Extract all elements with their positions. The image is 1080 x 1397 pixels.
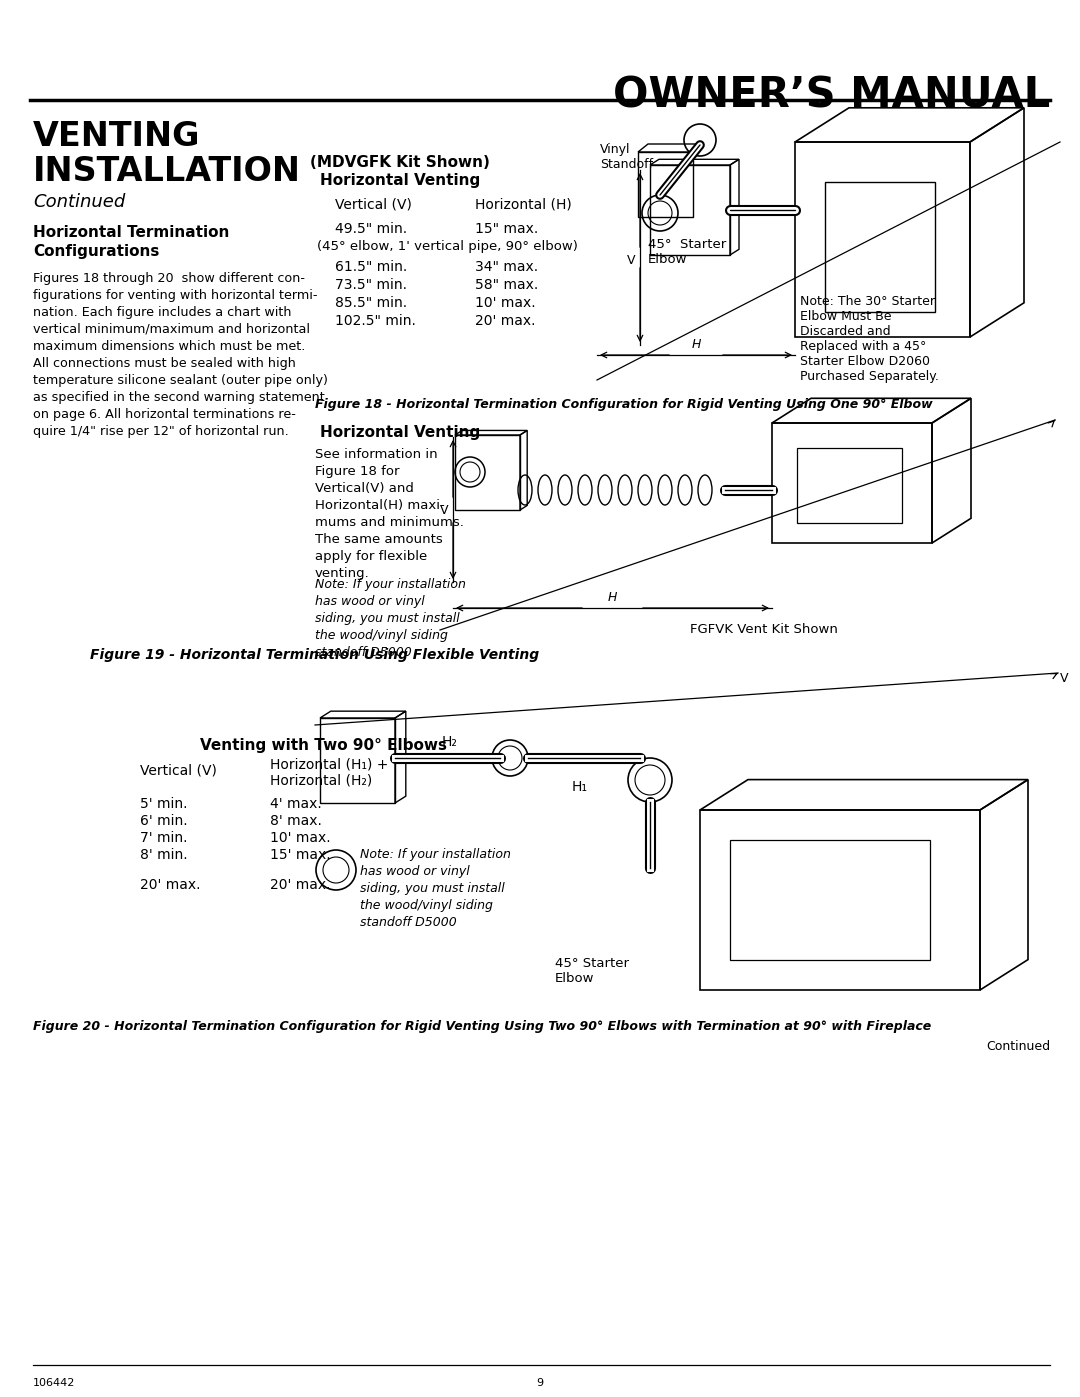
- Text: 45° Starter
Elbow: 45° Starter Elbow: [555, 957, 629, 985]
- Text: 20' max.: 20' max.: [475, 314, 536, 328]
- Text: Continued: Continued: [986, 1039, 1050, 1053]
- Text: 20' max.: 20' max.: [270, 877, 330, 893]
- Text: Horizontal Venting: Horizontal Venting: [320, 425, 481, 440]
- Text: 7' min.: 7' min.: [140, 831, 188, 845]
- Text: 4' max.: 4' max.: [270, 798, 322, 812]
- Text: 61.5" min.: 61.5" min.: [335, 260, 407, 274]
- Text: 8' min.: 8' min.: [140, 848, 188, 862]
- Text: Starter Elbow D2060: Starter Elbow D2060: [800, 355, 930, 367]
- Text: Note: If your installation
has wood or vinyl
siding, you must install
the wood/v: Note: If your installation has wood or v…: [360, 848, 511, 929]
- Text: 10' max.: 10' max.: [475, 296, 536, 310]
- Text: 34" max.: 34" max.: [475, 260, 538, 274]
- Text: 85.5" min.: 85.5" min.: [335, 296, 407, 310]
- Text: H: H: [607, 591, 617, 604]
- Text: Discarded and: Discarded and: [800, 326, 891, 338]
- Text: Note: If your installation
has wood or vinyl
siding, you must install
the wood/v: Note: If your installation has wood or v…: [315, 578, 465, 659]
- Text: 5' min.: 5' min.: [140, 798, 188, 812]
- Text: Replaced with a 45°: Replaced with a 45°: [800, 339, 927, 353]
- Text: OWNER’S MANUAL: OWNER’S MANUAL: [612, 75, 1050, 117]
- Text: 58" max.: 58" max.: [475, 278, 538, 292]
- Text: 106442: 106442: [33, 1377, 76, 1389]
- Text: VENTING: VENTING: [33, 120, 201, 154]
- Text: See information in
Figure 18 for
Vertical(V) and
Horizontal(H) maxi-
mums and mi: See information in Figure 18 for Vertica…: [315, 448, 464, 580]
- Text: Note: The 30° Starter: Note: The 30° Starter: [800, 295, 935, 307]
- Text: Continued: Continued: [33, 193, 125, 211]
- Text: Figure 18 - Horizontal Termination Configuration for Rigid Venting Using One 90°: Figure 18 - Horizontal Termination Confi…: [315, 398, 933, 411]
- Text: Vertical (V): Vertical (V): [140, 763, 217, 777]
- Text: H₁: H₁: [572, 780, 588, 793]
- Text: 9: 9: [537, 1377, 543, 1389]
- Text: H: H: [691, 338, 701, 351]
- Text: 102.5" min.: 102.5" min.: [335, 314, 416, 328]
- Text: 10' max.: 10' max.: [270, 831, 330, 845]
- Text: Venting with Two 90° Elbows: Venting with Two 90° Elbows: [200, 738, 447, 753]
- Text: Horizontal Termination: Horizontal Termination: [33, 225, 229, 240]
- Text: 6' min.: 6' min.: [140, 814, 188, 828]
- Text: Horizontal (H₂): Horizontal (H₂): [270, 774, 373, 788]
- Text: Vertical (V): Vertical (V): [335, 198, 411, 212]
- Text: Configurations: Configurations: [33, 244, 160, 258]
- Text: 49.5" min.: 49.5" min.: [335, 222, 407, 236]
- Text: INSTALLATION: INSTALLATION: [33, 155, 301, 189]
- Text: Horizontal (H): Horizontal (H): [475, 198, 571, 212]
- Text: V: V: [626, 253, 635, 267]
- Text: (MDVGFK Kit Shown): (MDVGFK Kit Shown): [310, 155, 490, 170]
- Text: 15' max.: 15' max.: [270, 848, 330, 862]
- Text: Vinyl
Standoff: Vinyl Standoff: [600, 142, 653, 170]
- Text: 45°  Starter
Elbow: 45° Starter Elbow: [648, 237, 726, 265]
- Text: V: V: [1059, 672, 1068, 685]
- Text: Figure 19 - Horizontal Termination Using Flexible Venting: Figure 19 - Horizontal Termination Using…: [91, 648, 540, 662]
- Text: V: V: [440, 503, 448, 517]
- Text: Purchased Separately.: Purchased Separately.: [800, 370, 939, 383]
- Text: FGFVK Vent Kit Shown: FGFVK Vent Kit Shown: [690, 623, 838, 636]
- Text: Horizontal (H₁) +: Horizontal (H₁) +: [270, 759, 389, 773]
- Text: Figures 18 through 20  show different con-
figurations for venting with horizont: Figures 18 through 20 show different con…: [33, 272, 328, 439]
- Text: 73.5" min.: 73.5" min.: [335, 278, 407, 292]
- Text: Elbow Must Be: Elbow Must Be: [800, 310, 891, 323]
- Text: 8' max.: 8' max.: [270, 814, 322, 828]
- Text: Horizontal Venting: Horizontal Venting: [320, 173, 481, 189]
- Text: 20' max.: 20' max.: [140, 877, 201, 893]
- Text: Figure 20 - Horizontal Termination Configuration for Rigid Venting Using Two 90°: Figure 20 - Horizontal Termination Confi…: [33, 1020, 931, 1032]
- Text: H₂: H₂: [442, 735, 458, 749]
- Text: (45° elbow, 1' vertical pipe, 90° elbow): (45° elbow, 1' vertical pipe, 90° elbow): [318, 240, 578, 253]
- Text: 15" max.: 15" max.: [475, 222, 538, 236]
